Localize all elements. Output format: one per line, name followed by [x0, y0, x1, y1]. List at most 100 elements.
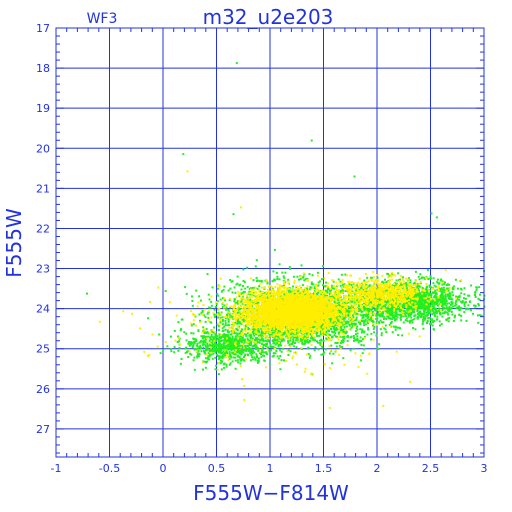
data-point [211, 286, 214, 289]
data-point [241, 328, 243, 331]
data-point [177, 321, 180, 324]
data-point [418, 306, 421, 309]
data-point [407, 304, 410, 306]
data-point [170, 350, 173, 353]
data-point [339, 291, 342, 294]
data-point [338, 344, 341, 347]
data-point [273, 338, 275, 341]
data-point [230, 342, 232, 345]
data-point [323, 351, 326, 354]
data-point [220, 359, 222, 362]
data-point [159, 352, 162, 355]
data-point [477, 321, 480, 324]
data-point [250, 340, 253, 343]
data-point [405, 301, 408, 304]
data-point [378, 311, 381, 314]
data-point [419, 301, 422, 304]
data-point [436, 288, 439, 291]
data-point [458, 296, 461, 299]
data-point [358, 340, 361, 343]
data-point [260, 356, 263, 359]
data-point [310, 337, 313, 340]
data-point [393, 284, 396, 287]
data-point [424, 295, 426, 298]
data-point [226, 334, 228, 336]
data-point [278, 344, 281, 347]
data-point [228, 331, 231, 334]
data-point [224, 324, 227, 327]
data-point [328, 333, 331, 336]
data-point [348, 324, 351, 327]
data-point [196, 342, 199, 345]
data-point [421, 302, 423, 305]
data-point [218, 342, 220, 345]
data-point [210, 335, 213, 338]
data-point [343, 301, 346, 304]
data-point [260, 339, 263, 342]
data-point [304, 335, 307, 338]
data-point [475, 288, 478, 291]
data-point [346, 320, 349, 323]
data-point [236, 332, 239, 335]
data-point [432, 300, 435, 303]
data-point [214, 356, 217, 359]
data-point [253, 344, 256, 347]
data-point [320, 353, 323, 356]
data-point [243, 345, 246, 348]
data-point [289, 339, 292, 342]
data-point [443, 301, 446, 304]
data-point [221, 335, 224, 338]
data-point [222, 343, 225, 346]
data-point [234, 321, 237, 324]
data-point [223, 339, 226, 342]
data-point [337, 319, 340, 322]
data-point [193, 340, 196, 343]
data-point [239, 322, 242, 325]
data-point [407, 312, 410, 315]
data-point [316, 271, 319, 274]
data-point [410, 319, 413, 322]
data-point [361, 338, 364, 341]
data-point [407, 277, 410, 280]
data-point [301, 342, 304, 345]
data-point [211, 350, 214, 353]
data-point [392, 314, 395, 317]
data-point [233, 286, 236, 289]
data-point [190, 332, 193, 335]
data-point [311, 337, 314, 340]
data-point [236, 329, 239, 331]
data-point [213, 313, 216, 316]
data-point [260, 335, 262, 337]
data-point [406, 302, 409, 305]
data-point [386, 307, 389, 310]
data-point [429, 311, 431, 314]
data-point [197, 349, 200, 352]
data-point [260, 353, 262, 356]
data-point [408, 306, 411, 309]
data-point [458, 306, 461, 309]
data-point [387, 273, 389, 275]
data-point [340, 329, 342, 332]
data-point [300, 338, 303, 341]
data-point [216, 293, 219, 296]
data-point [395, 279, 398, 282]
data-point [418, 298, 421, 301]
data-point [210, 338, 213, 341]
data-point [427, 314, 429, 317]
data-point [360, 340, 363, 343]
data-point [263, 324, 265, 327]
data-point [463, 297, 465, 300]
data-point [214, 333, 217, 336]
data-point [222, 355, 225, 358]
data-point [180, 328, 183, 331]
data-point [237, 361, 240, 364]
data-point [385, 281, 388, 283]
data-point [416, 310, 419, 312]
data-point [329, 311, 332, 314]
data-point [432, 299, 435, 302]
data-point [345, 332, 347, 335]
data-point [395, 308, 398, 311]
data-point [434, 307, 437, 310]
data-point [355, 333, 357, 336]
data-point [337, 296, 340, 298]
